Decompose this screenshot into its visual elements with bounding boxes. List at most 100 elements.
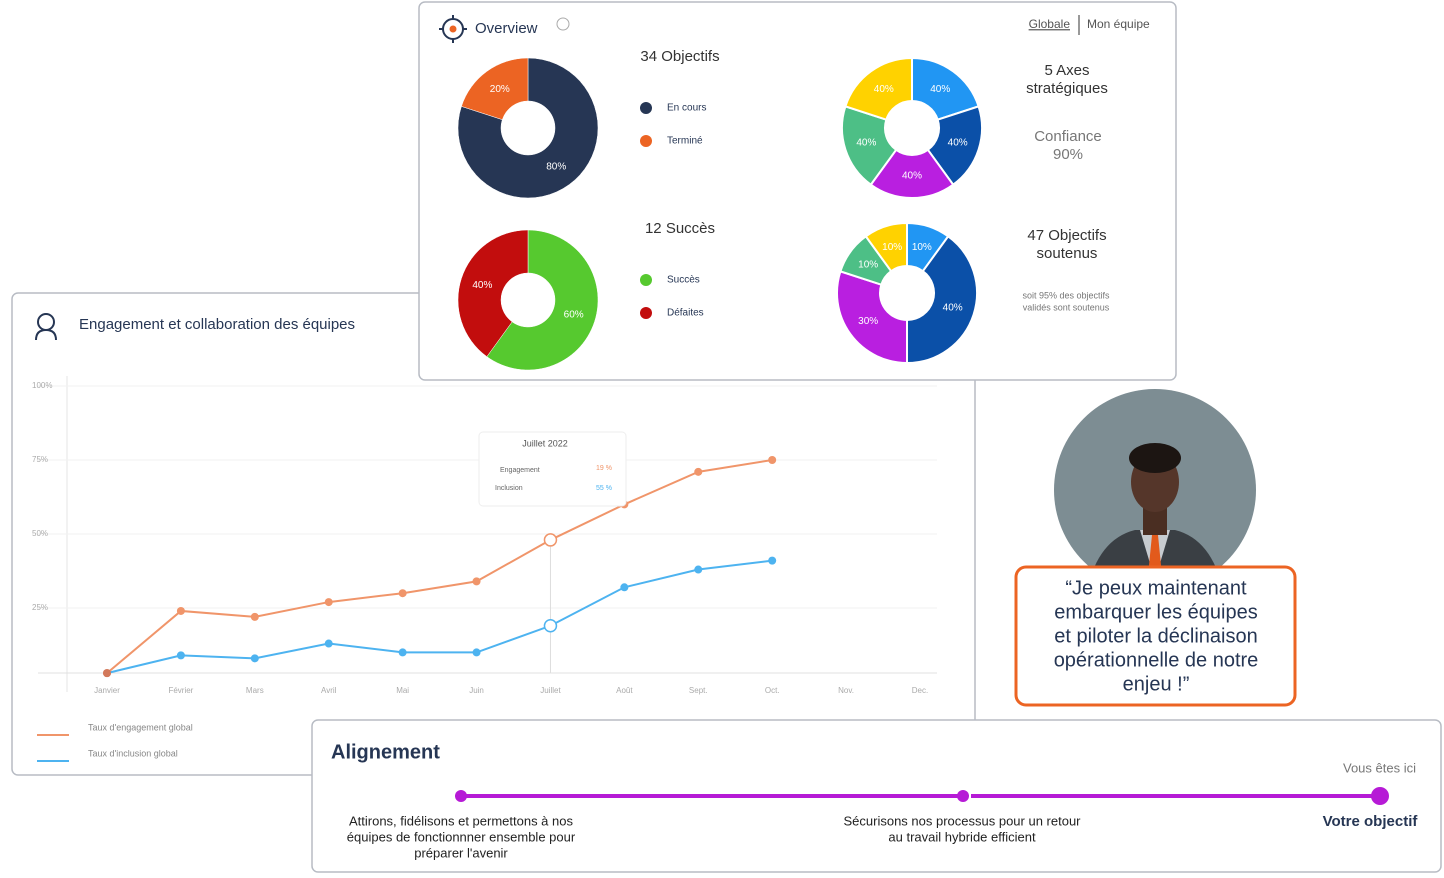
segment-label: 40% — [943, 302, 963, 313]
tooltip-value: 19 % — [596, 465, 612, 472]
donut-note: 90% — [1053, 146, 1083, 163]
donut-title: stratégiques — [1026, 80, 1108, 97]
donut-segment — [869, 148, 955, 199]
logo — [449, 25, 457, 33]
step-text: Attirons, fidélisons et permettons à nos — [349, 813, 574, 828]
x-tick-label: Dec. — [912, 686, 928, 695]
segment-label: 40% — [930, 84, 950, 95]
data-point — [768, 556, 777, 565]
y-tick-label: 50% — [32, 529, 48, 538]
x-tick-label: Mars — [246, 686, 264, 695]
quote-line: embarquer les équipes — [1054, 601, 1257, 623]
segment-label: 20% — [490, 84, 510, 95]
quote-line: et piloter la déclinaison — [1054, 625, 1257, 647]
data-point — [694, 467, 703, 476]
logo — [439, 15, 467, 43]
y-tick-label: 25% — [32, 603, 48, 612]
segment-label: 40% — [902, 171, 922, 182]
legend-dot — [640, 102, 652, 114]
quote-line: opérationnelle de notre — [1054, 649, 1259, 671]
segment-label: 60% — [564, 309, 584, 320]
step-dot — [455, 790, 467, 802]
panel-title: Engagement et collaboration des équipes — [79, 316, 355, 333]
step-text: préparer l'avenir — [414, 845, 508, 860]
donut-segment — [926, 105, 983, 187]
step-text: au travail hybride efficient — [888, 829, 1036, 844]
data-point — [324, 598, 333, 607]
segment-label: 80% — [546, 161, 566, 172]
data-point — [103, 669, 111, 678]
tooltip-label: Engagement — [500, 467, 540, 474]
tooltip-label: Inclusion — [495, 485, 523, 492]
step-text: Votre objectif — [1323, 813, 1419, 830]
donut-note: soit 95% des objectifs — [1022, 290, 1110, 300]
step-text: équipes de fonctionnner ensemble pour — [347, 829, 576, 844]
data-point — [398, 589, 407, 598]
segment-label: 40% — [472, 280, 492, 291]
data-point — [176, 651, 185, 660]
donut-segment — [486, 229, 599, 371]
donut-segment — [841, 105, 898, 187]
segment-label: 40% — [948, 137, 968, 148]
legend-label: Taux d'inclusion global — [88, 748, 178, 758]
donut-segment — [911, 56, 980, 121]
alignment-title: Alignement — [331, 741, 440, 763]
legend-label: En cours — [667, 103, 706, 114]
y-tick-label: 75% — [32, 455, 48, 464]
donut-segment — [836, 270, 908, 365]
step-dot — [957, 790, 969, 802]
data-point — [543, 619, 558, 633]
legend-label: Terminé — [667, 136, 703, 147]
donut-segment — [461, 57, 529, 120]
donut-segment — [864, 221, 908, 273]
donut-segment — [844, 56, 913, 121]
data-point — [250, 612, 259, 621]
series-line — [106, 559, 773, 675]
legend-dot — [640, 274, 652, 286]
donut-segment — [457, 229, 529, 357]
x-tick-label: Oct. — [765, 686, 780, 695]
person-hair — [1129, 443, 1181, 473]
x-tick-label: Mai — [396, 686, 409, 695]
legend-dot — [640, 135, 652, 147]
donut-title: soutenus — [1037, 245, 1098, 262]
donut-title: 47 Objectifs — [1027, 227, 1106, 244]
quote-box — [1014, 565, 1297, 707]
data-point — [768, 456, 777, 464]
tab[interactable]: Globale — [1029, 17, 1071, 31]
panel — [418, 1, 1177, 381]
legend-label: Succès — [667, 275, 700, 286]
step-dot — [1371, 787, 1389, 805]
data-point — [324, 639, 333, 648]
data-point — [472, 577, 481, 586]
donut-note: validés sont soutenus — [1023, 302, 1110, 312]
y-tick-label: 100% — [32, 381, 52, 390]
x-tick-label: Nov. — [838, 686, 854, 695]
donut-title: 12 Succès — [645, 220, 715, 237]
quote-line: “Je peux maintenant — [1065, 577, 1247, 599]
x-tick-label: Février — [168, 686, 193, 695]
step-text: Sécurisons nos processus pour un retour — [843, 813, 1081, 828]
data-point — [543, 533, 558, 547]
segment-label: 40% — [874, 84, 894, 95]
donut-segment — [906, 234, 978, 365]
legend-dot — [640, 307, 652, 319]
segment-label: 10% — [882, 242, 902, 253]
donut-note: Confiance — [1034, 128, 1102, 145]
x-tick-label: Janvier — [94, 686, 120, 695]
segment-label: 10% — [912, 242, 932, 253]
x-tick-label: Juin — [469, 686, 484, 695]
x-tick-label: Août — [616, 686, 633, 695]
x-tick-label: Juillet — [540, 686, 561, 695]
data-point — [176, 606, 185, 615]
tooltip-title: Juillet 2022 — [522, 438, 568, 448]
tab[interactable]: Mon équipe — [1087, 17, 1150, 31]
overview-title: Overview — [475, 20, 538, 37]
data-point — [620, 583, 629, 592]
user-icon — [35, 328, 57, 341]
data-point — [250, 654, 259, 663]
data-point — [398, 648, 407, 657]
x-tick-label: Avril — [321, 686, 337, 695]
marker-label: Vous êtes ici — [1343, 760, 1416, 775]
